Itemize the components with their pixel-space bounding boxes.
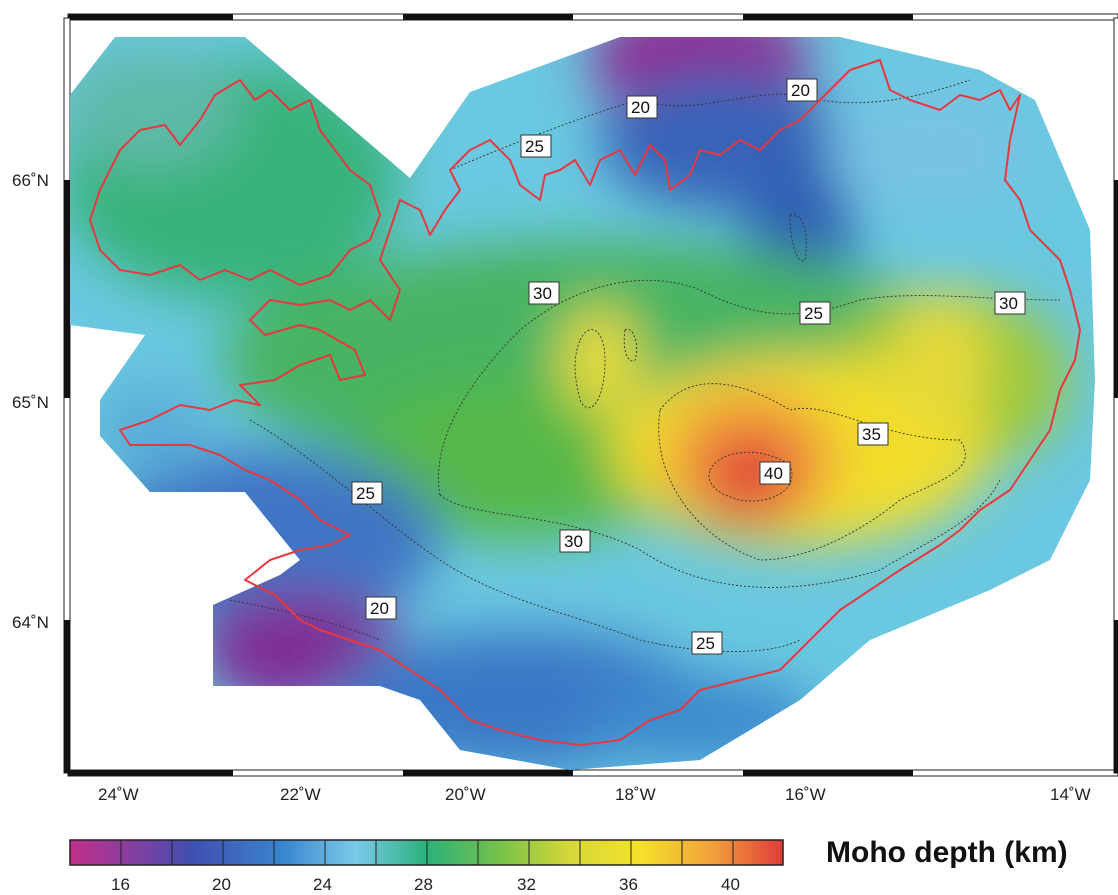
contour-30-south: 30: [564, 532, 583, 551]
contour-30-northwest: 30: [533, 284, 552, 303]
lon-label-14w: 14˚W: [1050, 785, 1091, 804]
contour-40: 40: [764, 464, 783, 483]
contour-20-northeast: 20: [791, 81, 810, 100]
contour-20-southwest: 20: [370, 599, 389, 618]
colorbar-tick-20: 20: [212, 875, 231, 894]
colorbar-tick-24: 24: [313, 875, 332, 894]
iceland-coastline: [119, 59, 1081, 746]
colorbar-tick-28: 28: [414, 875, 433, 894]
lat-label-65: 65˚N: [12, 393, 49, 412]
lat-label-64: 64˚N: [12, 613, 49, 632]
colorbar-tick-16: 16: [111, 875, 130, 894]
contour-labels: 20 20 25 25 30 30 35 40 25 30 20 25: [351, 78, 1026, 655]
westfjords-coastline: [89, 79, 381, 286]
lon-label-24w: 24˚W: [98, 785, 139, 804]
colorbar-title: Moho depth (km): [826, 836, 1068, 869]
colorbar-dividers: [120, 840, 734, 865]
colorbar-tick-40: 40: [721, 875, 740, 894]
lon-label-20w: 20˚W: [445, 785, 486, 804]
contour-30-east: 30: [999, 294, 1018, 313]
lat-label-66: 66˚N: [12, 171, 49, 190]
contour-25-north: 25: [525, 137, 544, 156]
frame-border-ticks: [63, 13, 1118, 777]
colorbar-tick-36: 36: [619, 875, 638, 894]
colorbar: 16 20 24 28 32 36 40: [69, 839, 784, 894]
lon-label-22w: 22˚W: [280, 785, 321, 804]
lon-label-18w: 18˚W: [615, 785, 656, 804]
contour-25-west: 25: [356, 484, 375, 503]
contour-20-north: 20: [631, 98, 650, 117]
contour-25-south: 25: [696, 634, 715, 653]
contour-35: 35: [862, 425, 881, 444]
colorbar-tick-32: 32: [517, 875, 536, 894]
lon-label-16w: 16˚W: [785, 785, 826, 804]
contour-25-central: 25: [804, 304, 823, 323]
